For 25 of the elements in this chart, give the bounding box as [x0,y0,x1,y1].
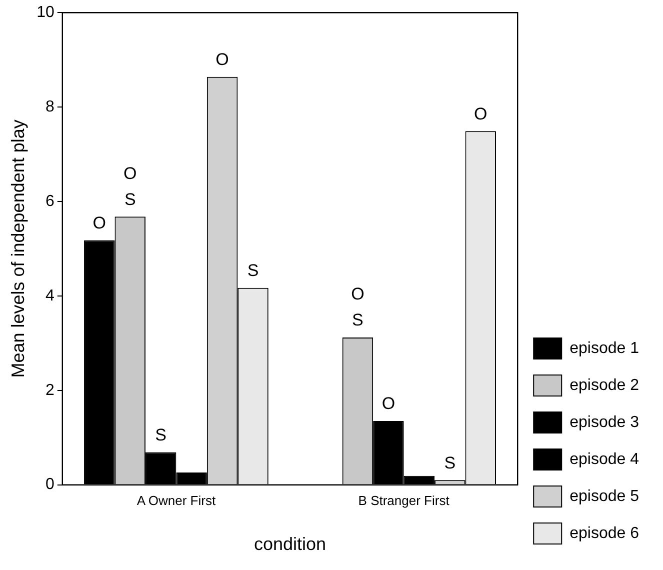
y-tick-label: 8 [45,98,54,116]
x-axis-title: condition [254,534,326,554]
y-tick-label: 10 [36,4,54,22]
y-tick-label: 0 [45,476,54,494]
y-tick-label: 6 [45,192,54,210]
x-tick-label: B Stranger First [358,493,450,508]
x-tick-label: A Owner First [136,493,216,508]
data-label: O [92,213,106,232]
legend-label: episode 3 [570,414,640,431]
data-label: O [216,50,229,70]
data-label: O S [123,164,137,209]
data-label: O [474,104,488,124]
data-label: S [247,261,259,280]
legend-label: episode 5 [570,488,640,505]
legend-label: episode 1 [570,340,640,357]
data-label: O S [351,284,364,330]
y-tick-label: 2 [45,382,54,399]
y-axis-title: Mean levels of independent play [8,120,28,378]
legend-label: episode 6 [570,524,640,542]
legend-label: episode 2 [570,376,640,394]
data-label: S [444,453,456,472]
data-label: O [382,394,396,414]
legend-label: episode 4 [570,450,640,468]
data-label: S [155,425,167,444]
y-tick-label: 4 [45,287,54,304]
